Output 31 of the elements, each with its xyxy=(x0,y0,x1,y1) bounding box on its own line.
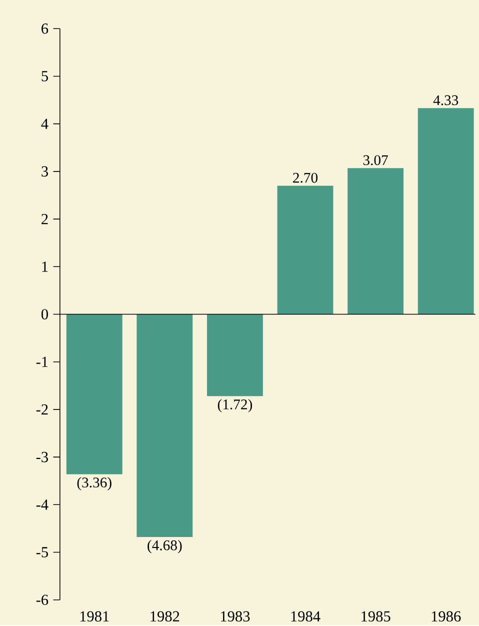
bar xyxy=(136,314,192,538)
y-tick-label: -4 xyxy=(36,500,48,510)
x-tick-label: 1984 xyxy=(291,611,320,622)
data-label: 3.07 xyxy=(363,155,388,166)
x-tick-label: 1986 xyxy=(432,611,461,622)
x-tick-label: 1985 xyxy=(361,611,390,622)
x-tick-label: 1982 xyxy=(150,611,179,622)
y-tick-label: 4 xyxy=(41,118,48,129)
x-tick-label: 1981 xyxy=(80,611,109,622)
y-tick-label: -2 xyxy=(36,404,48,415)
bar xyxy=(347,168,404,314)
bar xyxy=(206,314,263,396)
y-tick-label: -3 xyxy=(36,452,48,462)
data-label: (3.36) xyxy=(77,477,112,490)
y-tick-label: 2 xyxy=(41,214,48,224)
y-tick-label: -1 xyxy=(36,356,48,367)
y-tick-label: 6 xyxy=(41,23,48,34)
bar xyxy=(66,314,122,474)
data-label: 4.33 xyxy=(433,95,458,106)
y-tick-label: 0 xyxy=(41,309,48,320)
data-label: 2.70 xyxy=(292,172,318,183)
y-tick-label: -5 xyxy=(36,547,48,558)
y-tick-label: 5 xyxy=(42,71,48,82)
bar xyxy=(277,186,334,314)
x-tick-label: 1983 xyxy=(220,611,250,622)
y-tick-label: 3 xyxy=(41,166,48,177)
y-tick-label: -6 xyxy=(36,594,48,606)
y-tick-label: 1 xyxy=(42,262,48,272)
data-label: (1.72) xyxy=(218,399,252,412)
bar xyxy=(418,108,474,314)
data-label: (4.68) xyxy=(147,540,182,554)
